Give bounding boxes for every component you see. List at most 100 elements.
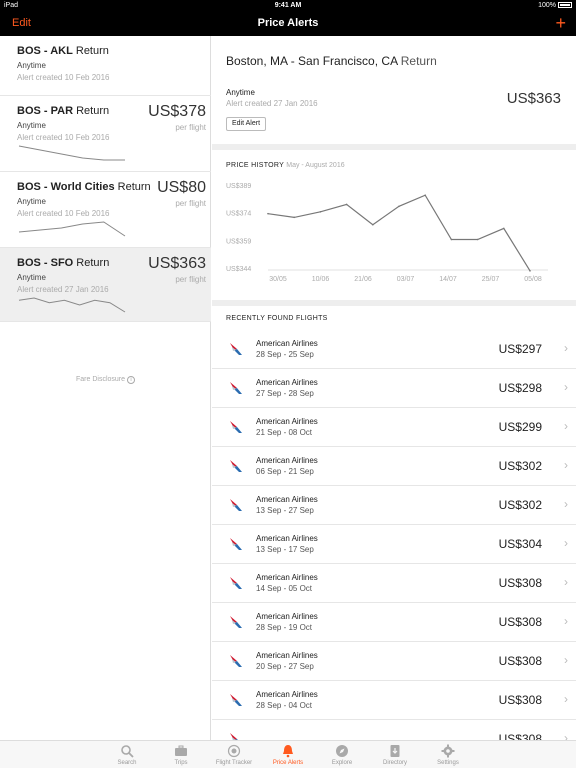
price-history-point xyxy=(424,194,426,197)
alert-created: Alert created 10 Feb 2016 xyxy=(17,209,110,218)
flight-row[interactable]: American Airlines 27 Sep - 28 Sep US$298 › xyxy=(212,369,576,408)
chevron-right-icon: › xyxy=(564,536,568,550)
status-bar: iPad 9:41 AM 100% xyxy=(0,0,576,12)
american-airlines-logo-icon xyxy=(230,616,242,628)
detail-header: Boston, MA - San Francisco, CA Return An… xyxy=(212,36,576,144)
edit-alert-button[interactable]: Edit Alert xyxy=(226,117,267,131)
alert-route: BOS - World Cities Return xyxy=(17,181,151,193)
alert-price: US$80 xyxy=(157,179,206,196)
flight-price: US$298 xyxy=(498,381,542,395)
alert-created: Alert created 10 Feb 2016 xyxy=(17,133,110,142)
flight-price: US$302 xyxy=(498,459,542,473)
tab-directory[interactable]: Directory xyxy=(368,741,422,769)
alert-sparkline xyxy=(18,221,126,237)
chevron-right-icon: › xyxy=(564,575,568,589)
compass-icon xyxy=(336,745,348,757)
bell-icon xyxy=(283,745,293,758)
alert-route: BOS - SFO Return xyxy=(17,257,110,269)
add-alert-button[interactable]: + xyxy=(555,13,566,33)
flight-airline: American Airlines xyxy=(256,417,318,426)
alert-item[interactable]: BOS - PAR Return Anytime Alert created 10 … xyxy=(0,96,211,172)
price-history-chart: US$389 US$374 US$359 US$344 30/05 10/06 21/06 0… xyxy=(226,183,548,283)
tab-label: Price Alerts xyxy=(272,760,304,766)
flight-dates: 28 Sep - 25 Sep xyxy=(256,350,314,359)
flight-row[interactable]: American Airlines 14 Sep - 05 Oct US$308 › xyxy=(212,564,576,603)
flight-airline: American Airlines xyxy=(256,690,318,699)
alert-when: Anytime xyxy=(17,273,46,282)
edit-button[interactable]: Edit xyxy=(12,17,31,29)
chevron-right-icon: › xyxy=(564,731,568,740)
flight-price: US$308 xyxy=(498,732,542,740)
tab-trips[interactable]: Trips xyxy=(154,741,208,769)
chevron-right-icon: › xyxy=(564,497,568,511)
american-airlines-logo-icon xyxy=(230,733,238,740)
flight-airline: American Airlines xyxy=(256,534,318,543)
x-tick-label: 30/05 xyxy=(269,276,287,283)
alert-created: Alert created 27 Jan 2016 xyxy=(17,285,109,294)
alerts-list: BOS - AKL Return Anytime Alert created 10 … xyxy=(0,36,211,740)
flight-row[interactable]: American Airlines 20 Sep - 27 Sep US$308 › xyxy=(212,642,576,681)
price-history-point xyxy=(372,223,374,226)
tab-flight-tracker[interactable]: Flight Tracker xyxy=(207,741,261,769)
flight-row[interactable]: American Airlines 28 Sep - 25 Sep US$297 › xyxy=(212,330,576,369)
x-tick-label: 14/07 xyxy=(439,276,457,283)
gear-icon xyxy=(441,744,455,758)
alert-route: BOS - PAR Return xyxy=(17,105,110,117)
nav-bar: Edit Price Alerts + xyxy=(0,12,576,36)
chevron-right-icon: › xyxy=(564,692,568,706)
alert-price: US$363 xyxy=(148,255,206,272)
y-tick-label: US$389 xyxy=(226,183,251,190)
detail-when: Anytime xyxy=(226,88,255,97)
price-history-point xyxy=(398,205,400,208)
alert-item[interactable]: BOS - World Cities Return Anytime Alert cr… xyxy=(0,172,211,248)
device-name: iPad xyxy=(4,2,19,9)
alert-when: Anytime xyxy=(17,61,46,70)
flight-price: US$308 xyxy=(498,693,542,707)
price-history-point xyxy=(476,238,479,241)
briefcase-icon xyxy=(175,745,187,756)
flight-row[interactable]: American Airlines 28 Sep - 19 Oct US$308 › xyxy=(212,603,576,642)
tab-label: Directory xyxy=(382,760,407,766)
tab-label: Explore xyxy=(331,760,353,766)
flight-row[interactable]: American Airlines 21 Sep - 08 Oct US$299 › xyxy=(212,408,576,447)
tab-explore[interactable]: Explore xyxy=(315,741,369,769)
tab-label: Settings xyxy=(437,760,459,766)
chevron-right-icon: › xyxy=(564,653,568,667)
section-divider xyxy=(212,300,576,306)
alert-sparkline xyxy=(18,145,125,161)
flight-price: US$308 xyxy=(498,576,542,590)
detail-created: Alert created 27 Jan 2016 xyxy=(226,99,318,108)
flight-row[interactable]: American Airlines 28 Sep - 04 Oct US$308 › xyxy=(212,681,576,720)
flight-row[interactable]: American Airlines 13 Sep - 17 Sep US$304 › xyxy=(212,525,576,564)
alert-item[interactable]: BOS - AKL Return Anytime Alert created 10 … xyxy=(0,36,211,96)
flight-airline: American Airlines xyxy=(256,456,318,465)
chevron-right-icon: › xyxy=(564,341,568,355)
price-history-title: PRICE HISTORY May - August 2016 xyxy=(226,162,345,169)
chevron-right-icon: › xyxy=(564,380,568,394)
chevron-right-icon: › xyxy=(564,458,568,472)
flight-price: US$308 xyxy=(498,654,542,668)
price-history-point xyxy=(267,212,269,215)
flight-airline: American Airlines xyxy=(256,339,318,348)
tab-label: Trips xyxy=(174,760,188,766)
search-icon xyxy=(121,745,134,758)
alert-when: Anytime xyxy=(17,121,46,130)
sparkline-line xyxy=(18,297,126,313)
x-tick-label: 21/06 xyxy=(354,276,372,283)
flight-row[interactable]: American Airlines 13 Sep - 27 Sep US$302 › xyxy=(212,486,576,525)
tab-search[interactable]: Search xyxy=(100,741,154,769)
alert-item[interactable]: BOS - SFO Return Anytime Alert created 27 … xyxy=(0,248,211,322)
status-time: 9:41 AM xyxy=(274,2,302,9)
x-tick-label: 25/07 xyxy=(482,276,500,283)
tab-price-alerts[interactable]: Price Alerts xyxy=(261,741,315,769)
tab-settings[interactable]: Settings xyxy=(421,741,475,769)
flight-row[interactable]: American Airlines 06 Sep - 21 Sep US$302 › xyxy=(212,447,576,486)
chevron-right-icon: › xyxy=(564,614,568,628)
battery-status: 100% xyxy=(538,2,572,9)
section-divider xyxy=(212,144,576,150)
price-history-point xyxy=(345,203,348,206)
american-airlines-logo-icon xyxy=(230,538,242,550)
fare-disclosure-link[interactable]: Fare Disclosure i xyxy=(0,376,211,384)
flight-row[interactable]: US$308 › xyxy=(212,720,576,740)
y-tick-label: US$344 xyxy=(226,266,251,273)
